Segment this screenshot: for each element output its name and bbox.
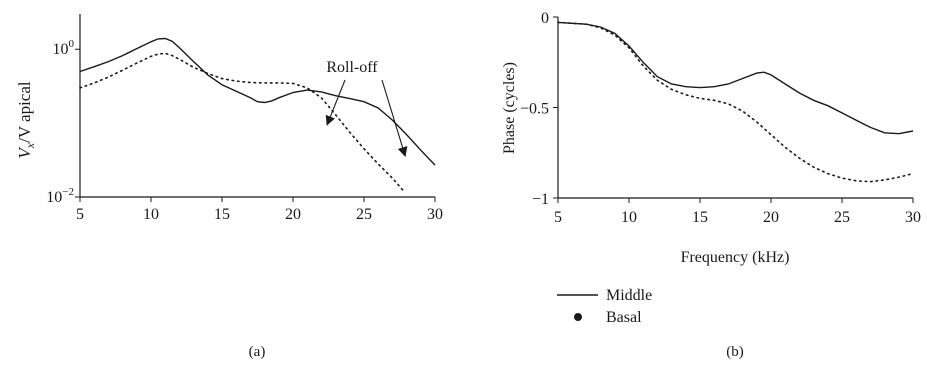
panel-b-x-tick-label: 30: [905, 209, 921, 226]
panel-a-x-tick-label: 5: [76, 206, 84, 223]
panel-b-x-axis-label: Frequency (kHz): [681, 249, 790, 266]
roll-off-arrow: [325, 79, 346, 126]
panel-a-axes: [79, 14, 435, 198]
panel-a-x-tick-label: 25: [356, 206, 372, 223]
roll-off-annotation: Roll-off: [325, 59, 408, 157]
panel-a-x-tick-label: 15: [214, 206, 230, 223]
panel-b-x-tick-label: 5: [554, 209, 562, 226]
panel-a-series-basal: [79, 52, 405, 192]
panel-a-x-tick-label: 20: [285, 206, 301, 223]
roll-off-label: Roll-off: [326, 59, 378, 76]
panel-b-y-tick-label: 0: [541, 10, 549, 27]
panel-b-ticks: 5 10 15 20 25 30 0 −0.5 −1: [520, 10, 921, 226]
panel-a-x-tick-label: 30: [427, 206, 443, 223]
panel-a-series-middle: [79, 37, 436, 166]
panel-b-series-basal: [557, 21, 914, 183]
legend: Middle Basal: [557, 287, 652, 326]
legend-middle-label: Middle: [606, 287, 652, 304]
panel-b-label: (b): [726, 344, 744, 360]
panel-a-y-tick-label: 100: [53, 38, 75, 58]
panel-b-y-tick-label: −0.5: [520, 101, 549, 118]
panel-b-x-tick-label: 20: [763, 209, 779, 226]
panel-b-x-tick-label: 10: [621, 209, 637, 226]
panel-a-series: [79, 37, 436, 192]
panel-a-label: (a): [249, 344, 266, 360]
legend-basal-label: Basal: [606, 309, 642, 326]
panel-b-y-tick-label: −1: [532, 191, 549, 208]
panel-b-y-axis-label: Phase (cycles): [501, 62, 518, 154]
panel-a-x-tick-label: 10: [143, 206, 159, 223]
panel-b-x-tick-label: 15: [692, 209, 708, 226]
panel-a-y-axis-label: Vx/V apical: [15, 81, 37, 159]
panel-a-ticks: 5 10 15 20 25 30 100 10−2: [46, 38, 443, 223]
panel-b-series-middle: [557, 21, 914, 135]
roll-off-arrow: [381, 79, 408, 157]
legend-basal-dot: [574, 313, 582, 321]
panel-a-y-tick-label: 10−2: [46, 186, 74, 206]
panel-b: 5 10 15 20 25 30 0 −0.5 −1 Phase (cycles) Freque…: [501, 10, 921, 360]
panel-b-series: [557, 21, 914, 183]
panel-b-x-tick-label: 25: [834, 209, 850, 226]
